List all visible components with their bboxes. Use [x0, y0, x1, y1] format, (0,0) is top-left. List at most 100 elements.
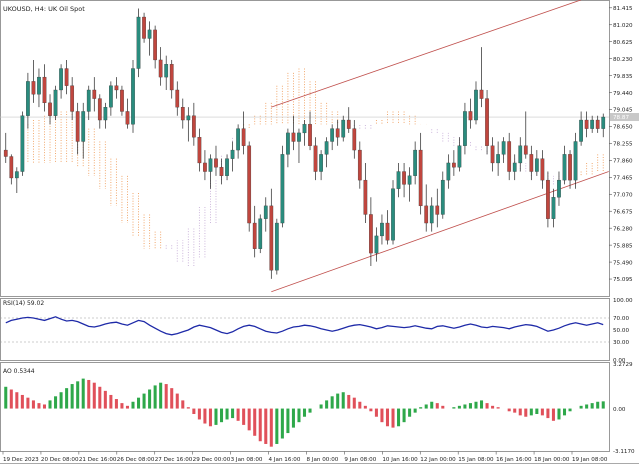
- candle: [109, 81, 113, 116]
- candle: [413, 141, 418, 185]
- symbol-title: UKOUSD, H4: UK Oil Spot: [3, 5, 85, 13]
- candle: [241, 111, 246, 155]
- rsi-tick-label: 100.00: [613, 298, 633, 304]
- candle: [380, 214, 384, 245]
- channel-line-lower[interactable]: [271, 171, 609, 293]
- trend-channel[interactable]: [271, 0, 609, 293]
- candle: [48, 94, 52, 125]
- candle: [407, 167, 412, 202]
- candle: [319, 150, 323, 181]
- candle: [424, 184, 429, 232]
- candle: [291, 115, 296, 151]
- rsi-tick-label: 50.00: [613, 328, 629, 334]
- candle: [429, 197, 434, 232]
- price-tick-label: 76.280: [613, 226, 633, 232]
- candle: [230, 141, 235, 172]
- candle: [131, 59, 135, 133]
- price-axis: 81.415 81.020 80.625 80.230 79.835 79.440 79.0…: [609, 6, 639, 455]
- candle: [523, 111, 528, 159]
- time-tick-label: 20 Dec 08:00: [41, 457, 79, 463]
- candle: [31, 59, 36, 103]
- candle: [92, 77, 97, 112]
- channel-line-upper[interactable]: [271, 0, 582, 108]
- candle: [534, 150, 539, 176]
- candle: [247, 141, 252, 232]
- candle: [214, 145, 218, 176]
- price-tick-label: 79.440: [613, 91, 633, 97]
- candle: [280, 145, 285, 228]
- candle: [452, 150, 456, 176]
- candle: [446, 154, 451, 189]
- candle: [136, 8, 141, 78]
- candle: [75, 102, 80, 155]
- candle: [357, 141, 362, 189]
- time-tick-label: 16 Jan 16:00: [496, 457, 532, 463]
- candle: [14, 167, 19, 193]
- candle: [418, 132, 423, 215]
- candle: [512, 154, 517, 181]
- time-tick-label: 29 Dec 00:00: [193, 457, 231, 463]
- candle: [269, 188, 274, 279]
- candle: [352, 120, 357, 159]
- candle: [308, 111, 312, 151]
- candle: [258, 214, 263, 254]
- panel-frame: [0, 298, 610, 361]
- candle: [186, 107, 191, 142]
- candle: [463, 102, 467, 155]
- candle: [435, 188, 440, 228]
- time-tick-label: 19 Dec 2023: [3, 457, 39, 463]
- candle: [9, 154, 14, 185]
- candle: [114, 77, 119, 99]
- time-axis: 19 Dec 2023 20 Dec 08:00 21 Dec 16:00 26 De…: [2, 451, 608, 463]
- candle: [335, 120, 340, 146]
- candle: [225, 154, 229, 181]
- candle: [191, 102, 196, 146]
- candle: [20, 111, 25, 176]
- rsi-indicator: [0, 316, 609, 343]
- price-tick-label: 75.095: [613, 277, 633, 283]
- price-tick-label: 81.415: [613, 6, 633, 12]
- panel-frame: [0, 0, 610, 297]
- candle: [147, 21, 152, 56]
- time-tick-label: 21 Dec 16:00: [79, 457, 117, 463]
- candlestick-series: [3, 8, 606, 279]
- candle: [369, 197, 373, 266]
- candle: [474, 81, 478, 125]
- candle: [490, 137, 495, 172]
- candle: [330, 124, 335, 151]
- candle: [142, 12, 146, 43]
- candle: [70, 77, 75, 121]
- candle: [53, 85, 58, 121]
- candle: [42, 64, 47, 112]
- candle: [590, 115, 595, 133]
- price-tick-label: 81.020: [613, 23, 633, 29]
- rsi-tick-label: 70.00: [613, 316, 629, 322]
- panel-frame: [0, 362, 610, 452]
- candle: [286, 128, 290, 168]
- price-tick-label: 78.650: [613, 125, 633, 131]
- candle: [540, 150, 545, 189]
- candle: [125, 98, 130, 129]
- candle: [81, 102, 86, 159]
- time-tick-label: 27 Dec 16:00: [155, 457, 193, 463]
- candle: [37, 68, 41, 108]
- time-tick-label: 18 Jan 00:00: [534, 457, 570, 463]
- candle: [568, 150, 572, 189]
- time-tick-label: 8 Jan 00:00: [306, 457, 338, 463]
- candle: [468, 98, 473, 129]
- candle: [59, 64, 63, 99]
- ao-indicator: [4, 378, 605, 447]
- svg-text:78.87: 78.87: [613, 115, 629, 121]
- candle: [274, 218, 279, 275]
- candle: [579, 111, 583, 146]
- candle: [297, 128, 301, 163]
- candle: [26, 72, 30, 129]
- candle: [169, 59, 174, 99]
- candle: [374, 227, 379, 262]
- time-tick-label: 10 Jan 16:00: [382, 457, 418, 463]
- time-tick-label: 26 Dec 08:00: [117, 457, 155, 463]
- candle: [180, 98, 185, 129]
- candle: [219, 158, 224, 185]
